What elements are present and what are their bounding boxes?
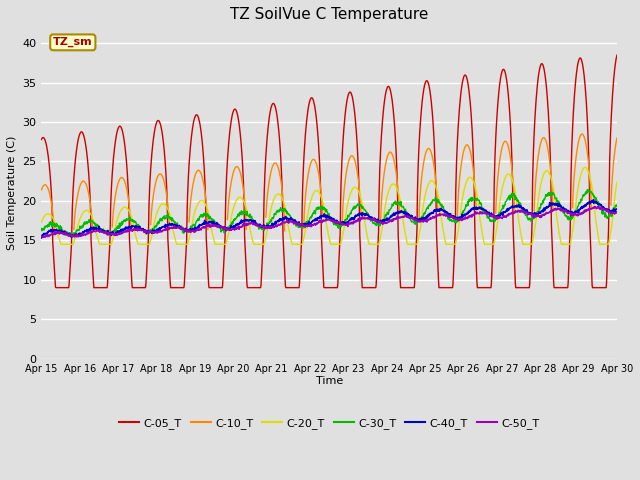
X-axis label: Time: Time	[316, 376, 343, 386]
Title: TZ SoilVue C Temperature: TZ SoilVue C Temperature	[230, 7, 428, 22]
Text: TZ_sm: TZ_sm	[53, 37, 93, 48]
Legend: C-05_T, C-10_T, C-20_T, C-30_T, C-40_T, C-50_T: C-05_T, C-10_T, C-20_T, C-30_T, C-40_T, …	[115, 414, 544, 434]
Y-axis label: Soil Temperature (C): Soil Temperature (C)	[7, 136, 17, 250]
